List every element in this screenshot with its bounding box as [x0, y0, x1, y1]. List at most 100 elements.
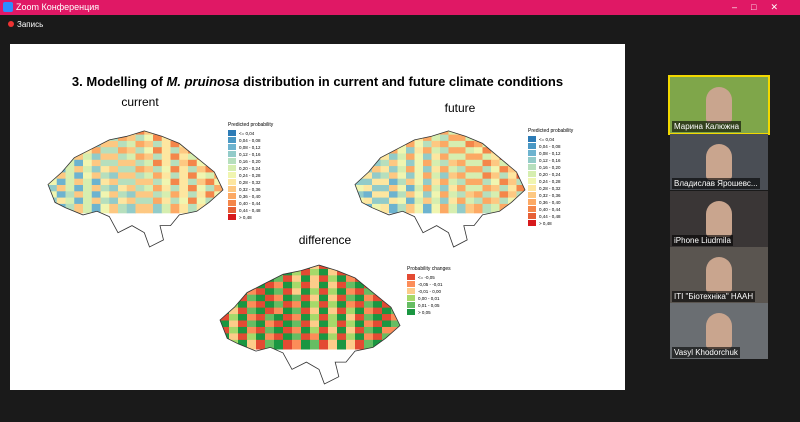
legend-label: 0,20 - 0,24 [239, 166, 261, 171]
window-controls[interactable]: –□✕ [732, 2, 792, 12]
map-cell [274, 275, 284, 285]
map-cell [346, 339, 356, 350]
map-cell [355, 314, 365, 324]
participant-tile[interactable]: ITI "Біотехніка" НААН [670, 247, 768, 303]
map-cell [491, 140, 500, 151]
map-cell [380, 159, 390, 170]
legend-swatch [528, 206, 536, 212]
map-cell [482, 130, 492, 132]
map-cell [355, 130, 364, 138]
map-cell [346, 307, 356, 318]
map-cell [346, 333, 356, 344]
map-cell [474, 191, 483, 201]
map-cell [48, 134, 58, 145]
legend-swatch [228, 158, 236, 164]
map-cell [380, 203, 390, 214]
map-cell [508, 178, 517, 189]
map-cell [346, 265, 356, 273]
map-cell [328, 339, 338, 350]
map-cell [238, 294, 248, 305]
map-cell [319, 288, 329, 298]
participant-tile[interactable]: Vasyl Khodorchuk [670, 303, 768, 359]
title-part: 3. Modelling of [71, 74, 167, 89]
map-cell [389, 166, 398, 176]
map-cell [229, 307, 239, 318]
map-cell [397, 191, 407, 201]
map-cell [83, 159, 93, 170]
participant-tile[interactable]: iPhone Liudmila [670, 191, 768, 247]
map-cell [364, 288, 374, 298]
map-cell [56, 191, 66, 201]
legend-swatch [228, 151, 236, 157]
map-cell [440, 203, 449, 214]
map-cell [74, 178, 84, 189]
map-cell [448, 159, 458, 170]
map-cell [440, 185, 449, 195]
map-cell [301, 275, 311, 285]
map-cell [516, 203, 525, 214]
map-cell [406, 140, 415, 151]
participant-tile[interactable]: Владислав Ярошевс... [670, 134, 768, 190]
legend-title: Predicted probability [528, 128, 574, 134]
legend-label: > 0,48 [239, 215, 252, 220]
map-cell [135, 203, 145, 214]
map-cell [247, 268, 257, 279]
legend-label: 0,04 - 0,08 [239, 138, 261, 143]
map-cell [491, 153, 500, 163]
map-label: current [121, 95, 159, 109]
map-cell [380, 172, 390, 182]
map-cell [431, 178, 441, 189]
map-cell [310, 288, 320, 298]
map-cell [355, 268, 365, 279]
map-cell [482, 166, 492, 176]
map-cell [144, 134, 154, 145]
map-cell [516, 147, 525, 157]
map-cell [220, 301, 230, 311]
map-cell [265, 301, 275, 311]
map-cell [56, 130, 66, 138]
map-cell [109, 130, 119, 132]
map-cell [431, 172, 441, 182]
map-cell [188, 172, 198, 182]
map-cell [355, 333, 365, 344]
map-cell [238, 307, 248, 318]
map-cell [135, 197, 145, 208]
map-cell [301, 339, 311, 350]
map-cell [205, 166, 215, 176]
map-cell [144, 172, 154, 182]
map-cell [153, 178, 163, 189]
map-cell [161, 203, 171, 214]
map-cell [465, 147, 475, 157]
map-cell [161, 147, 171, 157]
map-cell [274, 265, 284, 266]
map-cell [499, 191, 509, 201]
map-cell [100, 172, 110, 182]
map-cell [220, 320, 230, 331]
map-cell [337, 281, 347, 292]
map-cell [135, 153, 145, 163]
map-cell [205, 130, 215, 138]
map-cell [238, 326, 248, 337]
participant-tile[interactable]: Марина Калюжна [668, 75, 770, 135]
map-cell [372, 130, 381, 138]
map-cell [448, 147, 458, 157]
map-cell [265, 265, 275, 273]
map-cell [238, 275, 248, 285]
map-label: future [445, 101, 476, 115]
map-cell [474, 130, 483, 138]
map-cell [196, 147, 206, 157]
map-cell [457, 134, 466, 145]
map-cell [301, 265, 311, 266]
map-cell [126, 178, 136, 189]
map-cell [161, 172, 171, 182]
map-cell [373, 307, 383, 318]
map-cell [355, 265, 365, 273]
map [219, 264, 401, 385]
map-cell [482, 197, 492, 208]
map-cell [373, 326, 383, 337]
map-cell [179, 178, 189, 189]
map-cell [301, 320, 311, 331]
map-cell [274, 339, 284, 350]
participant-video [706, 87, 732, 123]
map-cell [265, 288, 275, 298]
